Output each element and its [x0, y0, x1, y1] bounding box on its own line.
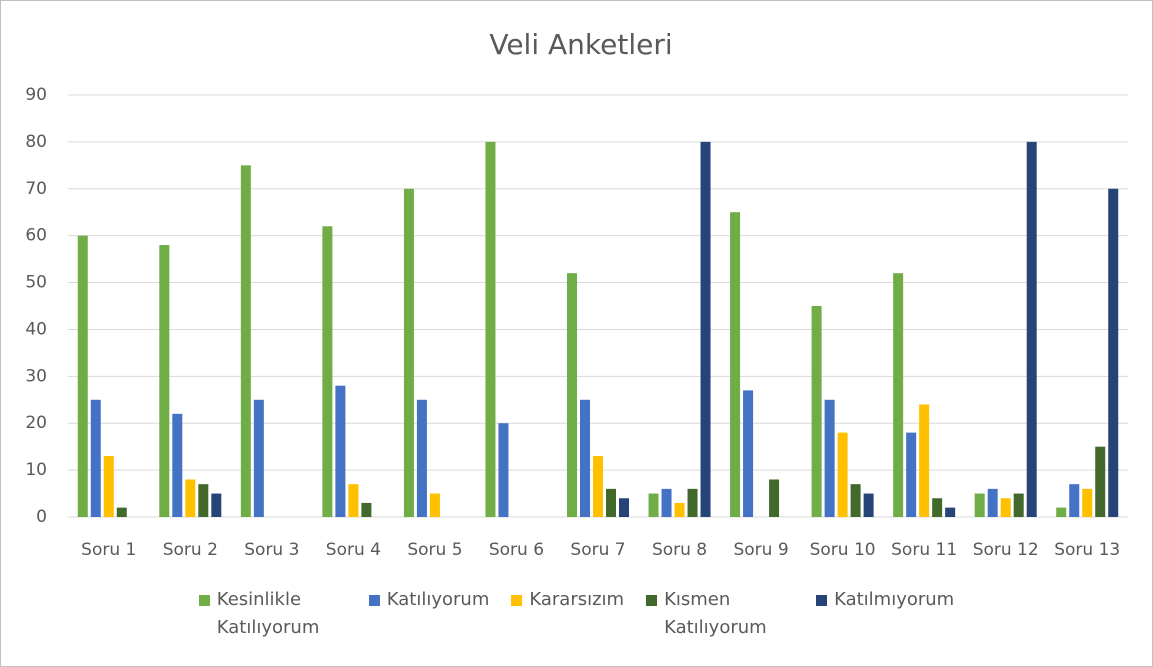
bar [348, 484, 359, 517]
legend-swatch [368, 595, 380, 606]
chart-title: Veli Anketleri [489, 28, 672, 61]
bar [730, 212, 741, 517]
x-tick-label: Soru 3 [244, 540, 299, 560]
bar [198, 484, 209, 517]
legend-swatch [646, 595, 658, 606]
bar [987, 488, 998, 517]
bar [240, 165, 251, 518]
legend-item: Kesinlikle Katılıyorum [198, 586, 347, 642]
legend-item: Kararsızım [511, 586, 624, 642]
bar [1082, 488, 1093, 517]
plot: Veli Anketleri 0 10 20 30 40 50 60 70 80 90 Soru 1… [25, 28, 1128, 560]
bar [974, 493, 985, 517]
bar [403, 188, 414, 517]
bar [361, 502, 372, 517]
y-tick-label: 50 [25, 273, 47, 293]
bar [253, 399, 264, 517]
bar [593, 456, 603, 517]
x-tick-label: Soru 5 [407, 540, 462, 560]
legend-label: Kısmen Katılıyorum [664, 589, 767, 638]
y-tick-label: 20 [25, 413, 47, 433]
legend-item: Katılmıyorum [816, 586, 954, 642]
bar [906, 432, 917, 517]
x-tick-label: Soru 10 [810, 540, 876, 560]
bar [580, 399, 590, 517]
x-tick-label: Soru 9 [733, 540, 788, 560]
y-tick-label: 0 [36, 507, 47, 527]
bar [919, 404, 930, 517]
bar [429, 493, 440, 517]
legend-label: Katılmıyorum [834, 589, 955, 610]
legend-item: Katılıyorum [368, 586, 490, 642]
bar [498, 423, 509, 517]
bar [1000, 498, 1011, 517]
y-tick-label: 40 [25, 319, 47, 339]
bar [485, 141, 496, 517]
legend-label: Kararsızım [529, 589, 625, 610]
x-tick-label: Soru 8 [652, 540, 707, 560]
y-tick-label: 70 [25, 179, 47, 199]
bar [416, 399, 427, 517]
x-tick-label: Soru 1 [81, 540, 136, 560]
bar [159, 245, 170, 518]
x-tick-label: Soru 11 [891, 540, 957, 560]
bar [335, 385, 346, 517]
bar [322, 226, 333, 518]
bar [893, 273, 904, 517]
bar [811, 306, 822, 517]
bar [1095, 446, 1106, 517]
bar [932, 498, 943, 517]
legend-label: Katılıyorum [386, 589, 490, 610]
bar [90, 399, 101, 517]
bar [648, 493, 659, 517]
legend: Kesinlikle Katılıyorum Katılıyorum Kararsı… [1, 586, 1152, 642]
x-tick-label: Soru 4 [326, 540, 381, 560]
bar [77, 235, 88, 517]
bar [700, 141, 711, 517]
bar [1108, 188, 1119, 517]
y-tick-label: 30 [25, 366, 47, 386]
legend-swatch [511, 595, 523, 606]
bar [743, 390, 754, 517]
bar [172, 413, 183, 517]
x-tick-label: Soru 13 [1054, 540, 1120, 560]
y-tick-label: 10 [25, 460, 47, 480]
bar [116, 507, 127, 517]
bar [837, 432, 848, 517]
bar [211, 493, 222, 517]
x-tick-label: Soru 7 [570, 540, 625, 560]
bar [1069, 484, 1080, 517]
y-tick-label: 60 [25, 226, 47, 246]
bar [850, 484, 861, 517]
bar [661, 488, 672, 517]
legend-item: Kısmen Katılıyorum [646, 586, 794, 642]
x-tick-label: Soru 12 [973, 540, 1039, 560]
bar [1013, 493, 1024, 517]
bar [769, 479, 780, 517]
bar [863, 493, 874, 517]
bar [619, 498, 629, 517]
legend-swatch [816, 595, 828, 606]
bar [687, 488, 698, 517]
bar [674, 502, 685, 517]
y-tick-label: 90 [25, 85, 47, 105]
x-tick-label: Soru 2 [163, 540, 218, 560]
x-tick-label: Soru 6 [489, 540, 544, 560]
bar [606, 488, 616, 517]
bar [945, 507, 956, 517]
bar [1056, 507, 1067, 517]
bar [185, 479, 196, 517]
bar [103, 456, 114, 517]
legend-swatch [198, 595, 210, 606]
bar [567, 273, 577, 517]
bar [1026, 141, 1037, 517]
y-tick-label: 80 [25, 132, 47, 152]
bar [824, 399, 835, 517]
legend-label: Kesinlikle Katılıyorum [216, 589, 320, 638]
